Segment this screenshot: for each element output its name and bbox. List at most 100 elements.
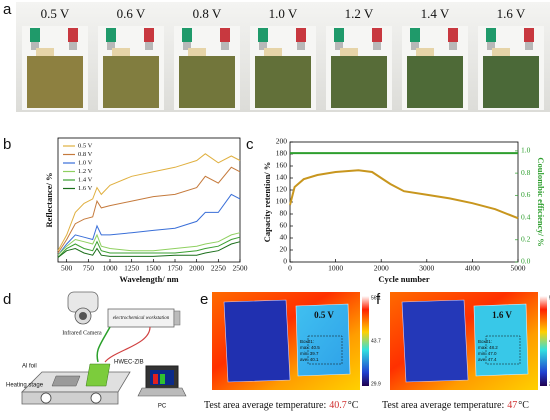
x-tick-label: 1500 (146, 264, 161, 273)
y2-tick-label: 0.6 (521, 190, 531, 199)
x-tick-label: 750 (83, 264, 95, 273)
clip-metal (449, 42, 457, 50)
pc-base (137, 387, 187, 397)
legend-label: 1.2 V (78, 168, 93, 175)
voltage-label: 1.6 V (497, 6, 526, 21)
y-tick-label: 20 (280, 245, 288, 254)
plot-frame (57, 137, 241, 263)
x-axis-label: Cycle number (378, 274, 429, 284)
camera-lens-core (79, 312, 87, 320)
y2-tick-label: 0.2 (521, 234, 531, 243)
series-line (57, 236, 241, 258)
knob (40, 392, 52, 404)
clip-metal (145, 42, 153, 50)
box-reading: Box01: (300, 339, 314, 344)
film (331, 56, 387, 108)
voltage-label: 0.5 V (314, 310, 334, 320)
x-tick-label: 500 (61, 264, 73, 273)
knob (90, 392, 102, 404)
series-line (289, 169, 519, 220)
clip-red (524, 28, 534, 42)
x-tick-label: 2250 (211, 264, 226, 273)
box-reading: min: 39.7 (300, 351, 319, 356)
y-tick-label: 100 (276, 197, 288, 206)
legend-label: 1.6 V (78, 185, 93, 192)
y-tick-label: 80 (280, 209, 288, 218)
charts: 500 750 1000 1250 1500 1750 2000 2250 2500Wavele… (44, 137, 546, 284)
clip-metal (297, 42, 305, 50)
box-reading: ave: 40.1 (300, 357, 319, 362)
panel-letter: c (246, 136, 254, 153)
film (179, 56, 235, 108)
film (483, 56, 539, 108)
panel-letter: f (376, 291, 381, 308)
setup-diagram: Infrared Camera electrochemical workstat… (6, 291, 187, 410)
legend-label: 1.0 V (78, 159, 93, 166)
clip-metal (411, 42, 419, 50)
x-tick-label: 5000 (511, 264, 526, 273)
x-tick-label: 1000 (103, 264, 118, 273)
clip-metal (31, 42, 39, 50)
scale-label: 43.7 (371, 338, 381, 344)
clip-green (30, 28, 40, 42)
workstation-side (173, 310, 181, 326)
device (85, 363, 111, 387)
clip-green (486, 28, 496, 42)
cold-square (401, 299, 469, 383)
y2-tick-label: 1.0 (521, 146, 531, 155)
legend-label: 1.4 V (78, 176, 93, 183)
x-tick-label: 4000 (465, 264, 480, 273)
film (103, 56, 159, 108)
clip-green (182, 28, 192, 42)
series-line (57, 193, 241, 256)
x-tick-label: 2000 (189, 264, 204, 273)
scale-label: 56.1 (371, 295, 381, 301)
photo-row: 0.5 V 0.6 V 0.8 V 1.0 V 1.2 V 1.4 V 1.6 V (22, 6, 544, 110)
wire (96, 326, 111, 363)
voltage-label: 1.0 V (269, 6, 298, 21)
box-reading: max: 40.5 (300, 345, 320, 350)
caption: Test area average temperature: 47°C (382, 400, 529, 411)
series-line (57, 232, 241, 256)
box-reading: ave: 47.4 (478, 357, 497, 362)
caption-unit: °C (518, 400, 529, 411)
clip-metal (259, 42, 267, 50)
clip-metal (107, 42, 115, 50)
caption-temperature: 47 (507, 400, 517, 411)
caption-temperature: 40.7 (329, 400, 347, 411)
clip-red (68, 28, 78, 42)
legend-label: 0.8 V (78, 151, 93, 158)
x-tick-label: 1250 (124, 264, 139, 273)
clip-green (106, 28, 116, 42)
x-tick-label: 1750 (168, 264, 183, 273)
panel-letter: a (3, 1, 12, 18)
y-tick-label: 180 (276, 149, 288, 158)
clip-green (258, 28, 268, 42)
legend-label: 0.5 V (78, 142, 93, 149)
y-axis-label: Reflectance/ % (44, 173, 54, 228)
box-reading: min: 47.0 (478, 351, 497, 356)
y2-tick-label: 0.8 (521, 168, 531, 177)
y-tick-label: 60 (280, 221, 288, 230)
clip-metal (335, 42, 343, 50)
y-tick-label: 160 (276, 161, 288, 170)
voltage-label: 0.6 V (117, 6, 146, 21)
clip-metal (221, 42, 229, 50)
film (407, 56, 463, 108)
y-tick-label: 0 (283, 257, 287, 266)
y-axis-label: Capacity retention/ % (262, 162, 272, 243)
label: PC (158, 404, 167, 410)
clip-metal (487, 42, 495, 50)
al-foil (51, 375, 81, 387)
clip-red (296, 28, 306, 42)
label: Heating stage (6, 383, 44, 389)
measure-box (307, 335, 343, 365)
panel-letter: b (3, 136, 11, 153)
x-tick-label: 1000 (328, 264, 343, 273)
scale-label: 29.9 (371, 381, 381, 387)
x-tick-label: 3000 (419, 264, 434, 273)
clip-metal (183, 42, 191, 50)
x-tick-label: 2500 (233, 264, 248, 273)
series-line (57, 166, 241, 254)
